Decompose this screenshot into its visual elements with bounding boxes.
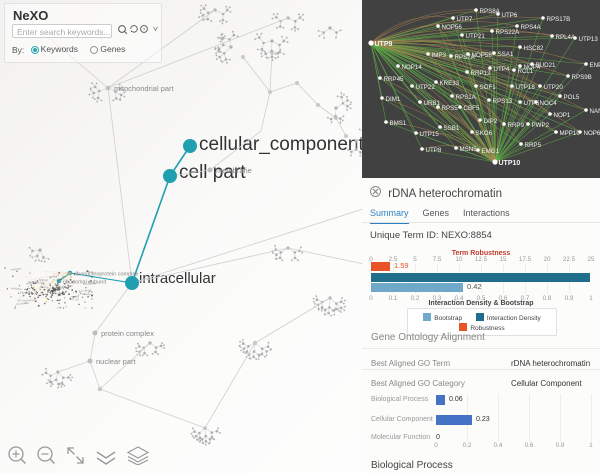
svg-text:?: ? xyxy=(143,27,146,32)
svg-text:UTP20: UTP20 xyxy=(544,84,564,91)
svg-text:SKO6: SKO6 xyxy=(476,130,493,137)
svg-text:protein complex: protein complex xyxy=(101,329,154,338)
svg-text:NOC4: NOC4 xyxy=(540,100,558,107)
svg-text:UTP10: UTP10 xyxy=(499,160,521,167)
svg-text:SSA1: SSA1 xyxy=(498,51,514,58)
svg-text:BMS1: BMS1 xyxy=(390,120,407,127)
svg-text:NOP56: NOP56 xyxy=(442,24,463,31)
svg-text:box H/ACA: box H/ACA xyxy=(16,302,29,306)
svg-text:EMG1: EMG1 xyxy=(482,148,500,155)
svg-text:NOP14: NOP14 xyxy=(402,64,423,71)
svg-text:MPP10: MPP10 xyxy=(560,130,581,137)
svg-text:SSB1: SSB1 xyxy=(444,125,460,132)
svg-text:UTP18: UTP18 xyxy=(516,84,536,91)
svg-text:exosome: exosome xyxy=(11,267,22,271)
svg-text:RPL4A: RPL4A xyxy=(556,34,576,41)
svg-text:RRP12: RRP12 xyxy=(471,70,492,77)
svg-text:SSU processome: SSU processome xyxy=(17,299,37,302)
svg-text:NOP6: NOP6 xyxy=(584,130,600,137)
svg-text:NOP58: NOP58 xyxy=(49,276,58,279)
svg-text:DIP2: DIP2 xyxy=(484,118,498,125)
svg-text:NOP1: NOP1 xyxy=(554,112,571,119)
svg-text:membrane: membrane xyxy=(216,166,252,175)
svg-text:RPS17B: RPS17B xyxy=(547,16,571,23)
svg-text:POL5: POL5 xyxy=(564,94,580,101)
svg-text:mitochondrial part: mitochondrial part xyxy=(114,84,175,93)
svg-text:nuclear part: nuclear part xyxy=(96,357,137,366)
svg-text:UTP6: UTP6 xyxy=(502,12,518,19)
svg-text:RRP9: RRP9 xyxy=(508,122,525,129)
svg-text:RCL1: RCL1 xyxy=(518,68,534,75)
svg-text:UTP5: UTP5 xyxy=(524,100,540,107)
svg-text:NAN1: NAN1 xyxy=(590,108,600,115)
svg-text:RPS9B: RPS9B xyxy=(572,74,592,81)
svg-text:HSC82: HSC82 xyxy=(524,45,545,52)
svg-text:RPS5: RPS5 xyxy=(442,105,459,112)
svg-text:RPS13: RPS13 xyxy=(493,98,513,105)
svg-text:RPS8A: RPS8A xyxy=(480,8,501,15)
svg-text:UTP21: UTP21 xyxy=(466,33,486,40)
svg-text:URB1: URB1 xyxy=(424,100,441,107)
svg-text:NOP58: NOP58 xyxy=(472,52,493,59)
svg-text:CBF5: CBF5 xyxy=(464,105,480,112)
svg-text:nucleolus: nucleolus xyxy=(11,287,23,291)
svg-text:UTP4: UTP4 xyxy=(494,66,510,73)
svg-text:pre-60S: pre-60S xyxy=(28,281,37,284)
svg-text:RPS22A: RPS22A xyxy=(496,29,521,36)
svg-text:PWP2: PWP2 xyxy=(532,122,550,129)
svg-text:UTP9: UTP9 xyxy=(375,41,393,48)
svg-text:RRP45: RRP45 xyxy=(384,76,405,83)
svg-text:RPS4A: RPS4A xyxy=(521,24,542,31)
svg-text:exosome: exosome xyxy=(81,293,92,296)
svg-text:RRP5: RRP5 xyxy=(525,142,542,149)
svg-text:SOF1: SOF1 xyxy=(480,84,497,91)
svg-text:MSN5: MSN5 xyxy=(460,146,478,153)
svg-text:UTP22: UTP22 xyxy=(416,84,436,91)
svg-text:ENP1: ENP1 xyxy=(590,62,600,69)
svg-text:U3 snoRNP: U3 snoRNP xyxy=(83,282,97,286)
svg-text:UTP7: UTP7 xyxy=(457,16,473,23)
svg-text:RPS1A: RPS1A xyxy=(53,287,62,290)
svg-text:KRE33: KRE33 xyxy=(440,80,460,87)
svg-text:ribonucleoprotein complex: ribonucleoprotein complex xyxy=(74,272,138,278)
svg-text:NOP58: NOP58 xyxy=(71,295,80,298)
svg-text:IMP3: IMP3 xyxy=(432,52,447,59)
svg-text:RPS1A: RPS1A xyxy=(456,94,477,101)
svg-text:UTP13: UTP13 xyxy=(579,36,599,43)
svg-text:DIM1: DIM1 xyxy=(386,96,401,103)
svg-text:BUD21: BUD21 xyxy=(536,62,557,69)
svg-text:UTP8: UTP8 xyxy=(426,147,442,154)
svg-text:UTP15: UTP15 xyxy=(420,131,440,138)
